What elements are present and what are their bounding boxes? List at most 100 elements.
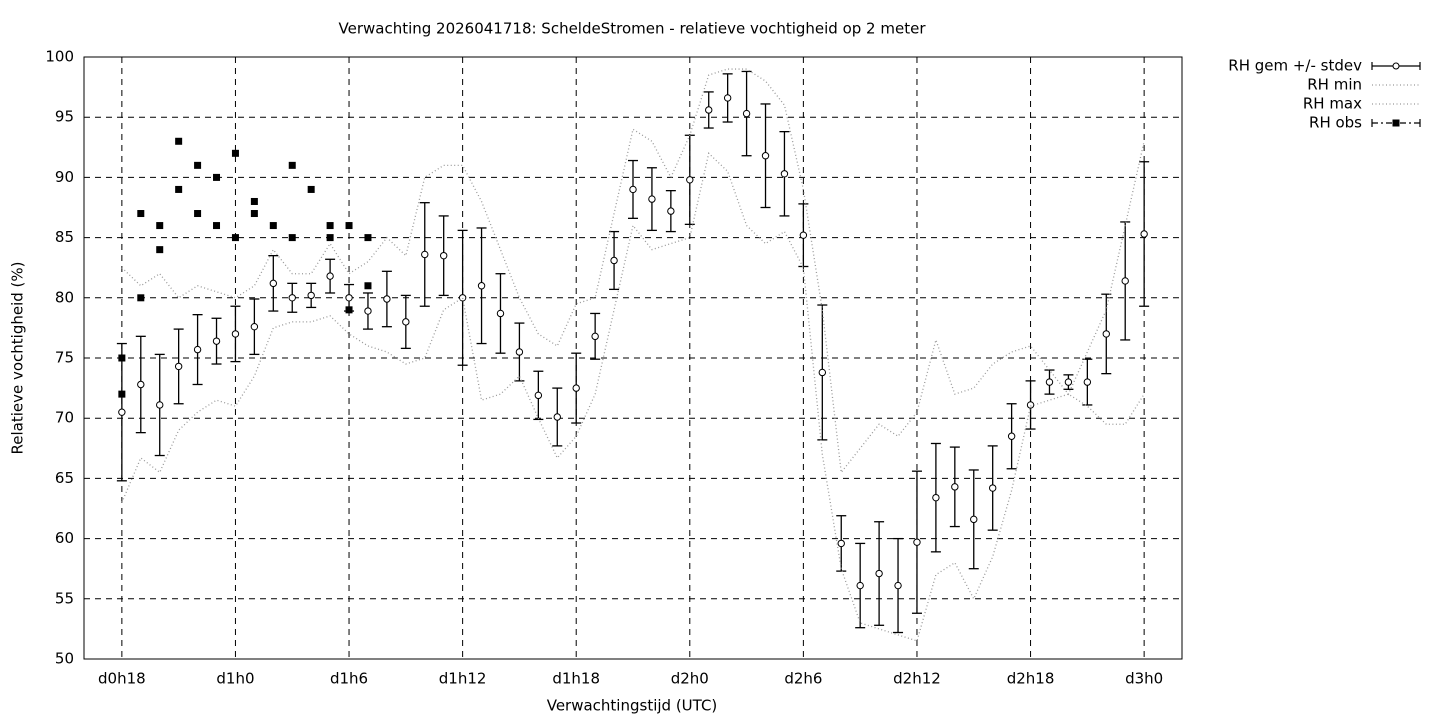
mean-point (1140, 230, 1148, 238)
mean-point (818, 368, 827, 377)
x-tick-label: d1h0 (216, 670, 254, 688)
y-tick-label: 85 (55, 228, 74, 246)
obs-point (194, 161, 202, 169)
mean-point (1083, 378, 1092, 386)
mean-point (667, 207, 675, 215)
obs-point (307, 185, 315, 193)
mean-point (193, 345, 202, 354)
mean-point (156, 401, 164, 409)
mean-point (250, 322, 259, 331)
obs-point (269, 222, 277, 230)
mean-point (288, 294, 296, 302)
x-tick-label: d1h18 (552, 670, 600, 688)
mean-point (137, 380, 145, 389)
chart-title: Verwachting 2026041718: ScheldeStromen -… (339, 20, 927, 38)
obs-point (137, 294, 145, 302)
y-tick-label: 90 (55, 168, 74, 186)
mean-point (761, 152, 770, 160)
mean-point (1121, 277, 1129, 285)
legend-label: RH max (1303, 95, 1362, 113)
y-axis-label: Relatieve vochtigheid (%) (9, 261, 27, 454)
obs-point (345, 222, 353, 230)
obs-point (118, 390, 126, 398)
mean-point (988, 484, 997, 492)
y-tick-label: 80 (55, 288, 74, 306)
mean-point (402, 318, 410, 326)
mean-point (875, 569, 883, 578)
y-tick-label: 75 (55, 349, 74, 367)
mean-point (174, 362, 183, 371)
legend-label: RH obs (1309, 114, 1362, 132)
legend-label: RH min (1307, 76, 1362, 94)
obs-point (194, 210, 202, 218)
x-tick-label: d3h0 (1125, 670, 1163, 688)
y-tick-label: 65 (55, 469, 74, 487)
obs-point (326, 234, 334, 242)
mean-point (629, 185, 637, 194)
obs-point (156, 246, 164, 254)
mean-point (1064, 378, 1073, 386)
mean-point (572, 384, 580, 392)
x-tick-label: d2h18 (1007, 670, 1055, 688)
x-tick-label: d2h6 (784, 670, 822, 688)
mean-point (742, 109, 751, 118)
mean-point (1045, 378, 1054, 386)
y-tick-label: 95 (55, 108, 74, 126)
mean-point (610, 256, 618, 265)
y-tick-label: 60 (55, 529, 74, 547)
obs-point (250, 210, 258, 218)
obs-point (364, 234, 372, 242)
obs-point (288, 234, 296, 242)
x-tick-label: d1h12 (439, 670, 487, 688)
legend-swatch (1392, 62, 1400, 70)
mean-point (932, 493, 940, 502)
mean-point (515, 348, 524, 356)
mean-point (496, 309, 505, 318)
y-tick-label: 55 (55, 589, 74, 607)
obs-point (213, 173, 221, 181)
legend-swatch (1392, 119, 1400, 127)
mean-point (439, 251, 448, 260)
mean-point (534, 391, 543, 400)
mean-point (1007, 432, 1016, 440)
plot-frame (83, 56, 1183, 660)
mean-point (1102, 330, 1110, 338)
mean-point (118, 408, 126, 416)
mean-point (364, 307, 372, 315)
obs-point (326, 222, 334, 230)
mean-point (231, 330, 240, 338)
range-line (121, 68, 1145, 475)
obs-point (118, 354, 126, 362)
mean-point (686, 176, 694, 184)
mean-point (553, 413, 561, 421)
mean-point (591, 332, 599, 341)
obs-point (156, 222, 164, 230)
mean-point (780, 170, 789, 178)
range-line (121, 152, 1145, 642)
legend-label: RH gem +/- stdev (1228, 57, 1362, 75)
x-tick-label: d2h12 (893, 670, 941, 688)
mean-point (705, 106, 713, 114)
mean-point (894, 581, 902, 590)
obs-point (288, 161, 296, 169)
mean-point (345, 294, 353, 302)
mean-point (837, 539, 845, 548)
mean-point (212, 337, 221, 345)
mean-point (856, 581, 864, 590)
obs-point (345, 306, 353, 314)
y-tick-label: 50 (55, 650, 74, 668)
obs-point (231, 234, 239, 242)
mean-point (421, 250, 429, 259)
mean-point (723, 94, 732, 102)
mean-point (326, 272, 334, 280)
x-tick-label: d1h6 (330, 670, 368, 688)
obs-point (137, 210, 145, 218)
mean-point (1026, 401, 1035, 409)
mean-point (307, 291, 315, 300)
mean-point (269, 279, 278, 288)
obs-point (175, 137, 183, 145)
obs-point (231, 149, 239, 157)
x-axis-label: Verwachtingstijd (UTC) (547, 697, 718, 715)
mean-point (951, 483, 959, 491)
